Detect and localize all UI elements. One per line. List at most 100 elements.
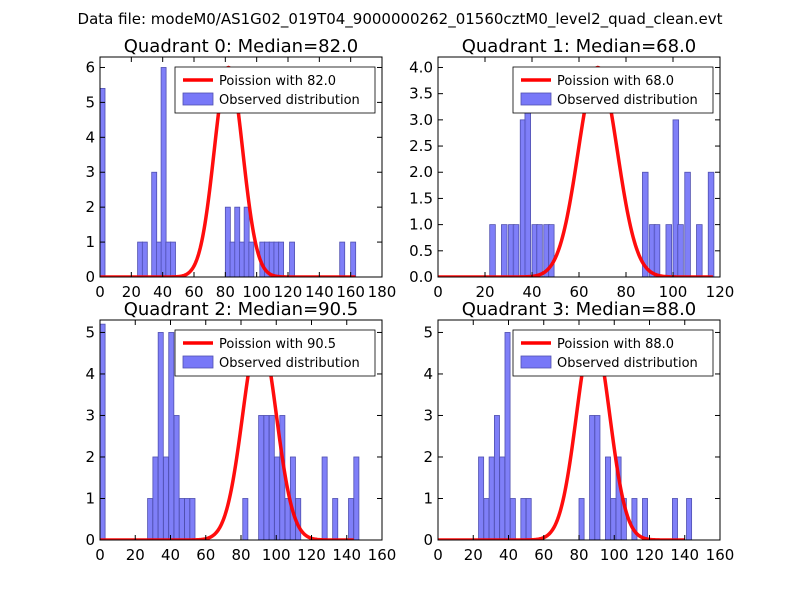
x-tick-label: 40	[499, 546, 518, 564]
x-tick-label: 140	[305, 283, 334, 301]
y-tick-label: 2.5	[409, 137, 433, 155]
quadrant-3-title: Quadrant 3: Median=88.0	[462, 299, 697, 320]
histogram-bar	[137, 241, 144, 277]
y-tick-label: 1	[423, 489, 433, 507]
histogram-bar	[489, 224, 496, 277]
y-tick-label: 2.0	[409, 163, 433, 181]
y-tick-label: 3	[85, 406, 95, 424]
x-tick-label: 100	[600, 546, 629, 564]
legend-observed-label: Observed distribution	[219, 356, 360, 371]
x-tick-label: 40	[153, 283, 172, 301]
quadrant-0-bars	[100, 67, 357, 277]
histogram-bar	[653, 224, 661, 277]
histogram-bar	[165, 241, 172, 277]
histogram-bar	[243, 206, 250, 277]
y-tick-label: 5	[85, 93, 95, 111]
y-tick-label: 0.0	[409, 268, 433, 286]
x-tick-label: 120	[297, 546, 326, 564]
quadrant-3-bars	[478, 332, 693, 540]
legend-bar-swatch	[182, 355, 214, 369]
legend-observed-label: Observed distribution	[219, 93, 360, 108]
histogram-bar	[168, 332, 175, 540]
histogram-bar	[696, 224, 703, 277]
histogram-bar	[248, 241, 255, 277]
histogram-bar	[594, 415, 601, 540]
histogram-bar	[520, 498, 527, 540]
histogram-bar	[672, 498, 678, 540]
histogram-bar	[278, 241, 285, 277]
histogram-bar	[483, 498, 490, 540]
histogram-bar	[239, 241, 245, 277]
histogram-bar	[189, 498, 196, 540]
histogram-bar	[348, 498, 355, 540]
y-tick-label: 1	[85, 233, 95, 251]
x-tick-label: 100	[262, 546, 291, 564]
x-tick-label: 120	[706, 283, 735, 301]
quadrant-3-legend: Poission with 88.0 Observed distribution	[512, 329, 714, 377]
histogram-bar	[707, 171, 715, 277]
y-tick-label: 1.5	[409, 189, 433, 207]
y-tick-label: 5	[85, 323, 95, 341]
histogram-bar	[501, 224, 508, 277]
histogram-bar	[578, 498, 585, 540]
quadrant-0-title: Quadrant 0: Median=82.0	[124, 36, 359, 57]
x-tick-label: 140	[332, 546, 361, 564]
x-tick-label: 20	[475, 283, 494, 301]
histogram-bar	[274, 456, 280, 540]
legend-observed-label: Observed distribution	[557, 93, 698, 108]
y-tick-label: 1.0	[409, 216, 433, 234]
histogram-bar	[610, 498, 617, 540]
quadrant-1-plot: 0 20 40 60 80 100 120 0.0 0.5 1.0 1.5 2.0 2.5 3.0 3.5 4…	[409, 36, 734, 301]
y-tick-label: 3.5	[409, 85, 433, 103]
x-tick-label: 40	[161, 546, 180, 564]
x-tick-label: 100	[242, 283, 271, 301]
histogram-bar	[353, 456, 360, 540]
x-tick-label: 0	[433, 546, 443, 564]
y-tick-label: 3	[85, 163, 95, 181]
y-tick-label: 3	[423, 406, 433, 424]
quadrant-2-title: Quadrant 2: Median=90.5	[124, 299, 359, 320]
histogram-bar	[229, 241, 236, 277]
quadrant-2-plot: 0 20 40 60 80 100 120 140 160 0 1 2 3 4 5 Quadrant 2: M…	[85, 299, 396, 564]
legend-poisson-label: Poission with 82.0	[219, 74, 336, 89]
legend-poisson-label: Poission with 90.5	[219, 337, 336, 352]
histogram-bar	[141, 241, 148, 277]
x-tick-label: 160	[336, 283, 365, 301]
y-tick-label: 0.5	[409, 242, 433, 260]
legend-bar-swatch	[182, 92, 214, 106]
y-tick-label: 6	[85, 58, 95, 76]
legend-bar-swatch	[520, 355, 552, 369]
histogram-bar	[642, 171, 649, 277]
histogram-bar	[631, 498, 638, 540]
histogram-bar	[525, 498, 532, 540]
histogram-bar	[605, 456, 611, 540]
histogram-bar	[512, 224, 520, 277]
x-tick-label: 20	[464, 546, 483, 564]
histogram-bar	[686, 498, 693, 540]
histogram-bar	[548, 224, 555, 277]
histogram-bar	[155, 241, 162, 277]
y-tick-label: 0	[423, 531, 433, 549]
histogram-bar	[488, 456, 495, 540]
quadrant-2-legend: Poission with 90.5 Observed distribution	[174, 329, 376, 377]
histogram-bar	[160, 67, 167, 277]
x-tick-label: 40	[522, 283, 541, 301]
poisson-curve	[438, 330, 685, 540]
quadrant-2-bars	[100, 323, 360, 540]
x-tick-label: 120	[274, 283, 303, 301]
x-tick-label: 100	[659, 283, 688, 301]
x-tick-label: 140	[670, 546, 699, 564]
y-tick-label: 0	[85, 268, 95, 286]
histogram-bar	[163, 456, 169, 540]
x-tick-label: 80	[216, 283, 235, 301]
x-tick-label: 0	[95, 546, 105, 564]
histogram-bar	[100, 323, 106, 540]
histogram-bar	[242, 498, 249, 540]
figure-suptitle: Data file: modeM0/AS1G02_019T04_90000002…	[78, 10, 723, 29]
histogram-bar	[152, 456, 159, 540]
quadrant-1-legend: Poission with 68.0 Observed distribution	[512, 66, 714, 114]
y-tick-label: 4	[423, 365, 433, 383]
histogram-bar	[509, 498, 516, 540]
histogram-bar	[332, 498, 339, 540]
x-tick-label: 20	[122, 283, 141, 301]
